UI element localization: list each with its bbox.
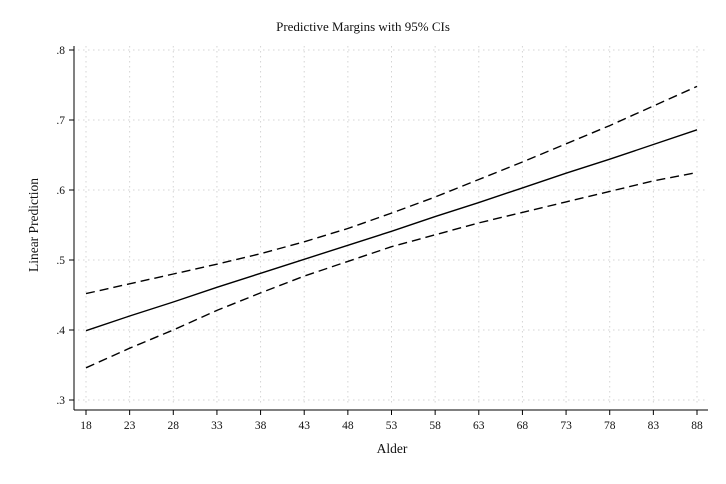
x-axis-label: Alder xyxy=(377,441,408,456)
x-tick-label: 83 xyxy=(648,420,660,432)
x-tick-label: 73 xyxy=(560,420,572,432)
x-tick-label: 88 xyxy=(691,420,703,432)
x-tick-label: 63 xyxy=(473,420,485,432)
x-tick-label: 23 xyxy=(124,420,136,432)
chart-title: Predictive Margins with 95% CIs xyxy=(276,19,450,34)
y-tick-label: .3 xyxy=(56,395,65,407)
x-tick-label: 43 xyxy=(298,420,310,432)
series-lines xyxy=(85,85,698,369)
x-tick-label: 28 xyxy=(168,420,180,432)
x-tick-label: 53 xyxy=(386,420,398,432)
x-tick-label: 78 xyxy=(604,420,616,432)
y-tick-label: .4 xyxy=(56,325,65,337)
y-tick-label: .7 xyxy=(56,115,65,127)
y-axis-label: Linear Prediction xyxy=(26,178,41,272)
x-tick-label: 68 xyxy=(517,420,529,432)
x-tick-label: 38 xyxy=(255,420,267,432)
tick-marks: .3 .4 .5 .6 .7 .8 18 23 28 33 38 43 48 53 58 63 68 73 78 83… xyxy=(56,45,703,432)
x-tick-label: 48 xyxy=(342,420,354,432)
y-tick-label: .6 xyxy=(56,185,65,197)
lower-ci-line xyxy=(85,171,698,369)
x-tick-label: 33 xyxy=(211,420,223,432)
y-tick-label: .8 xyxy=(56,45,65,57)
x-tick-label: 18 xyxy=(80,420,92,432)
upper-ci-line xyxy=(85,85,698,295)
grid-lines xyxy=(78,46,708,406)
axes xyxy=(73,46,708,411)
estimate-line xyxy=(85,129,698,332)
y-tick-label: .5 xyxy=(56,255,65,267)
x-tick-label: 58 xyxy=(429,420,441,432)
